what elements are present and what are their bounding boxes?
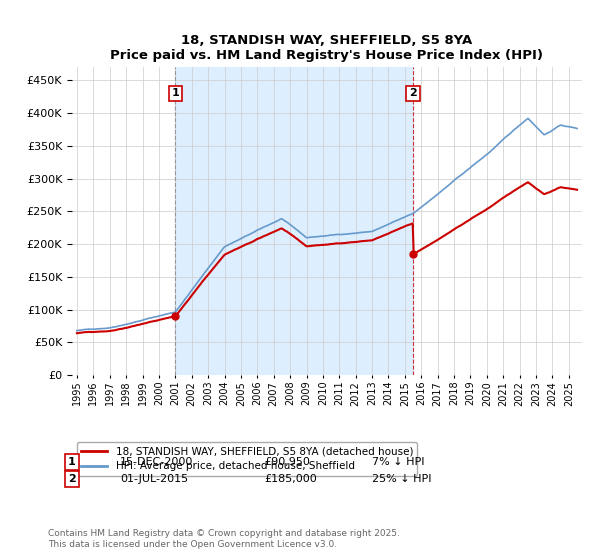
Title: 18, STANDISH WAY, SHEFFIELD, S5 8YA
Price paid vs. HM Land Registry's House Pric: 18, STANDISH WAY, SHEFFIELD, S5 8YA Pric… <box>110 34 544 62</box>
Text: £185,000: £185,000 <box>264 474 317 484</box>
Text: 01-JUL-2015: 01-JUL-2015 <box>120 474 188 484</box>
Text: 1: 1 <box>172 88 179 99</box>
Text: 2: 2 <box>409 88 417 99</box>
Text: 2: 2 <box>68 474 76 484</box>
Text: 25% ↓ HPI: 25% ↓ HPI <box>372 474 431 484</box>
Text: 7% ↓ HPI: 7% ↓ HPI <box>372 457 425 467</box>
Text: Contains HM Land Registry data © Crown copyright and database right 2025.
This d: Contains HM Land Registry data © Crown c… <box>48 529 400 549</box>
Text: £90,950: £90,950 <box>264 457 310 467</box>
Text: 15-DEC-2000: 15-DEC-2000 <box>120 457 193 467</box>
Text: 1: 1 <box>68 457 76 467</box>
Legend: 18, STANDISH WAY, SHEFFIELD, S5 8YA (detached house), HPI: Average price, detach: 18, STANDISH WAY, SHEFFIELD, S5 8YA (det… <box>77 442 418 475</box>
Bar <box>175 67 413 375</box>
